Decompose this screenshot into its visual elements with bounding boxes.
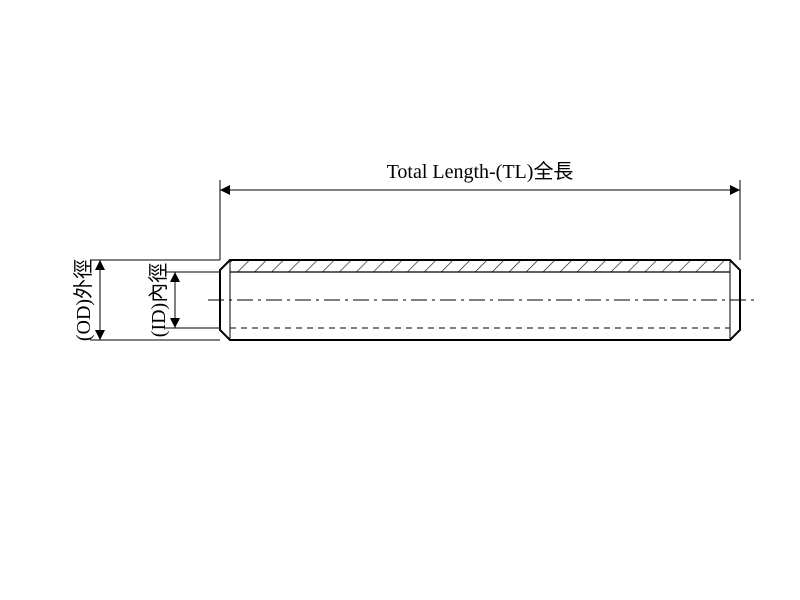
label-od: (OD)外徑 [72, 259, 95, 341]
technical-drawing: Total Length-(TL)全長 (OD)外徑 (ID)內徑 [0, 0, 800, 600]
label-tl: Total Length-(TL)全長 [387, 160, 574, 183]
label-id: (ID)內徑 [147, 263, 170, 337]
section-hatch [230, 260, 730, 272]
